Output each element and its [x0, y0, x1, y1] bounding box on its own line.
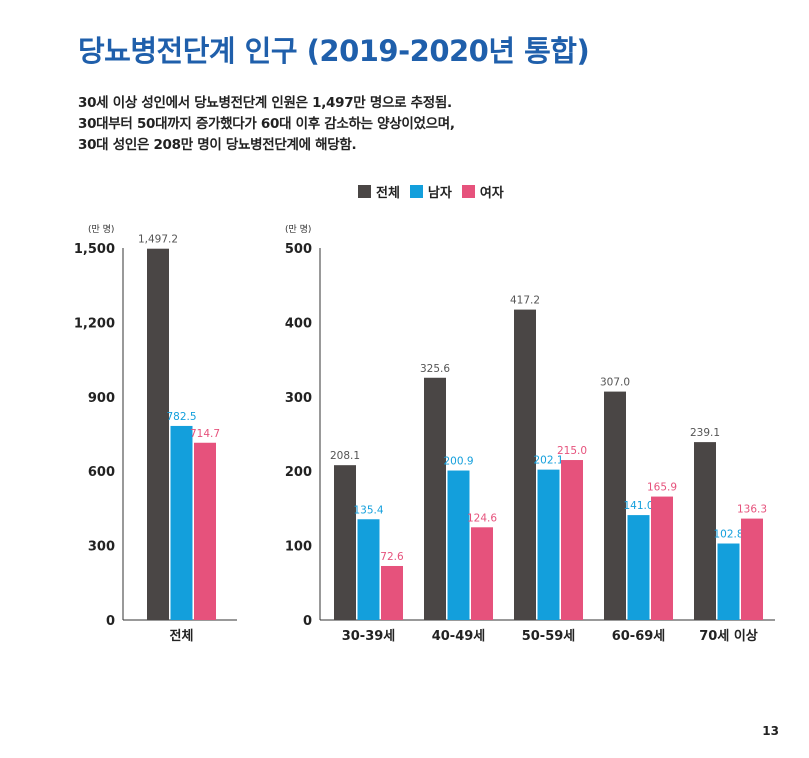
y-axis-unit-label: (만 명) [285, 224, 311, 235]
y-tick-label: 100 [285, 540, 312, 555]
bar-male [170, 425, 193, 620]
bar-male [537, 469, 560, 620]
data-label-female: 124.6 [467, 512, 497, 524]
y-tick-label: 300 [88, 540, 115, 555]
legend-label-male: 남자 [427, 186, 452, 201]
data-label-total: 307.0 [600, 377, 630, 389]
data-label-male: 135.4 [353, 504, 383, 516]
summary-line: 30세 이상 성인에서 당뇨병전단계 인원은 1,497만 명으로 추정됨. [78, 95, 452, 111]
legend-item-female: 여자 [461, 182, 504, 201]
bar-total [424, 377, 446, 620]
y-tick-label: 1,500 [74, 242, 115, 257]
bar-total [694, 442, 716, 620]
y-tick-label: 500 [285, 242, 312, 257]
summary-line: 30대부터 50대까지 증가했다가 60대 이후 감소하는 양상이었으며, [78, 116, 455, 132]
y-tick-label: 300 [285, 391, 312, 406]
x-category-label: 전체 [170, 628, 194, 644]
legend-swatch-male [409, 185, 423, 198]
bar-female [471, 527, 493, 620]
x-category-label: 50-59세 [522, 629, 576, 644]
y-tick-label: 0 [303, 614, 312, 629]
x-category-label: 40-49세 [432, 629, 486, 644]
y-tick-label: 400 [285, 316, 312, 331]
legend-swatch-female [461, 185, 475, 198]
data-label-total: 239.1 [690, 427, 720, 439]
bar-total [604, 391, 626, 620]
x-category-label: 70세 이상 [699, 628, 758, 644]
chart-legend: 전체 남자 여자 [358, 182, 504, 201]
data-label-female: 714.7 [190, 428, 220, 440]
data-label-male: 102.8 [713, 529, 743, 541]
data-label-male: 141.0 [623, 500, 653, 512]
data-label-total: 1,497.2 [138, 234, 178, 246]
y-tick-label: 1,200 [74, 316, 115, 331]
legend-label-total: 전체 [376, 186, 400, 201]
y-tick-label: 600 [88, 465, 115, 480]
summary-line: 30대 성인은 208만 명이 당뇨병전단계에 해당함. [78, 137, 357, 153]
summary-text: 30세 이상 성인에서 당뇨병전단계 인원은 1,497만 명으로 추정됨. 3… [78, 93, 455, 156]
page-number: 13 [762, 724, 779, 738]
data-label-male: 782.5 [166, 411, 196, 423]
data-label-female: 136.3 [737, 504, 767, 516]
bar-total [147, 248, 169, 620]
bar-female [651, 496, 673, 620]
bar-female [194, 442, 216, 620]
data-label-female: 215.0 [557, 445, 587, 457]
legend-item-total: 전체 [358, 182, 400, 201]
bar-total [334, 465, 356, 620]
x-category-label: 30-39세 [342, 629, 396, 644]
bar-male [357, 519, 380, 620]
bar-female [741, 518, 763, 620]
data-label-female: 165.9 [647, 482, 677, 494]
bar-total [514, 309, 536, 620]
data-label-female: 72.6 [380, 551, 404, 563]
legend-swatch-total [358, 185, 371, 198]
data-label-male: 202.1 [533, 455, 563, 467]
bar-male [627, 515, 650, 620]
bar-female [381, 565, 403, 620]
y-tick-label: 200 [285, 465, 312, 480]
bar-female [561, 460, 583, 620]
bar-male [447, 470, 470, 620]
data-label-male: 200.9 [443, 456, 473, 468]
y-axis-unit-label: (만 명) [88, 224, 114, 235]
bar-male [717, 543, 740, 620]
data-label-total: 208.1 [330, 450, 360, 462]
y-tick-label: 900 [88, 391, 115, 406]
legend-label-female: 여자 [479, 186, 504, 201]
page-title: 당뇨병전단계 인구 (2019-2020년 통합) [78, 34, 590, 68]
y-tick-label: 0 [106, 614, 115, 629]
data-label-total: 417.2 [510, 295, 540, 307]
x-category-label: 60-69세 [612, 629, 666, 644]
data-label-total: 325.6 [420, 363, 450, 375]
legend-item-male: 남자 [409, 182, 452, 201]
